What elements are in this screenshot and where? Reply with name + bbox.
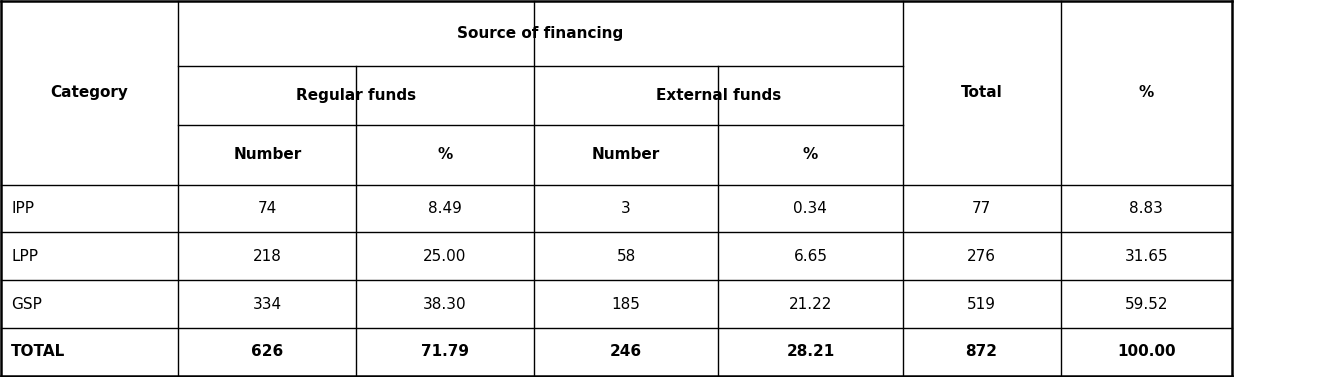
Text: Regular funds: Regular funds xyxy=(297,88,416,103)
Text: Number: Number xyxy=(233,147,302,162)
Text: Source of financing: Source of financing xyxy=(457,26,623,41)
Text: 276: 276 xyxy=(967,249,996,264)
Text: Total: Total xyxy=(961,85,1003,100)
Text: 3: 3 xyxy=(621,201,631,216)
Text: IPP: IPP xyxy=(12,201,34,216)
Text: 872: 872 xyxy=(966,344,998,359)
Text: 519: 519 xyxy=(967,296,996,311)
Text: 21.22: 21.22 xyxy=(788,296,832,311)
Text: 74: 74 xyxy=(258,201,277,216)
Text: 38.30: 38.30 xyxy=(423,296,467,311)
Text: %: % xyxy=(803,147,818,162)
Text: 71.79: 71.79 xyxy=(420,344,469,359)
Text: TOTAL: TOTAL xyxy=(12,344,66,359)
Text: 28.21: 28.21 xyxy=(787,344,834,359)
Text: External funds: External funds xyxy=(655,88,780,103)
Text: LPP: LPP xyxy=(12,249,38,264)
Text: 8.83: 8.83 xyxy=(1130,201,1162,216)
Text: %: % xyxy=(1139,85,1153,100)
Text: 6.65: 6.65 xyxy=(793,249,828,264)
Text: 0.34: 0.34 xyxy=(793,201,828,216)
Text: 58: 58 xyxy=(617,249,635,264)
Text: 8.49: 8.49 xyxy=(428,201,463,216)
Text: 218: 218 xyxy=(253,249,282,264)
Text: 25.00: 25.00 xyxy=(423,249,467,264)
Text: 59.52: 59.52 xyxy=(1124,296,1168,311)
Text: 31.65: 31.65 xyxy=(1124,249,1168,264)
Text: Category: Category xyxy=(50,85,128,100)
Text: %: % xyxy=(438,147,452,162)
Text: Number: Number xyxy=(592,147,660,162)
Text: GSP: GSP xyxy=(12,296,42,311)
Text: 626: 626 xyxy=(252,344,283,359)
Text: 100.00: 100.00 xyxy=(1116,344,1176,359)
Text: 334: 334 xyxy=(253,296,282,311)
Text: 77: 77 xyxy=(971,201,991,216)
Text: 185: 185 xyxy=(612,296,641,311)
Text: 246: 246 xyxy=(610,344,642,359)
